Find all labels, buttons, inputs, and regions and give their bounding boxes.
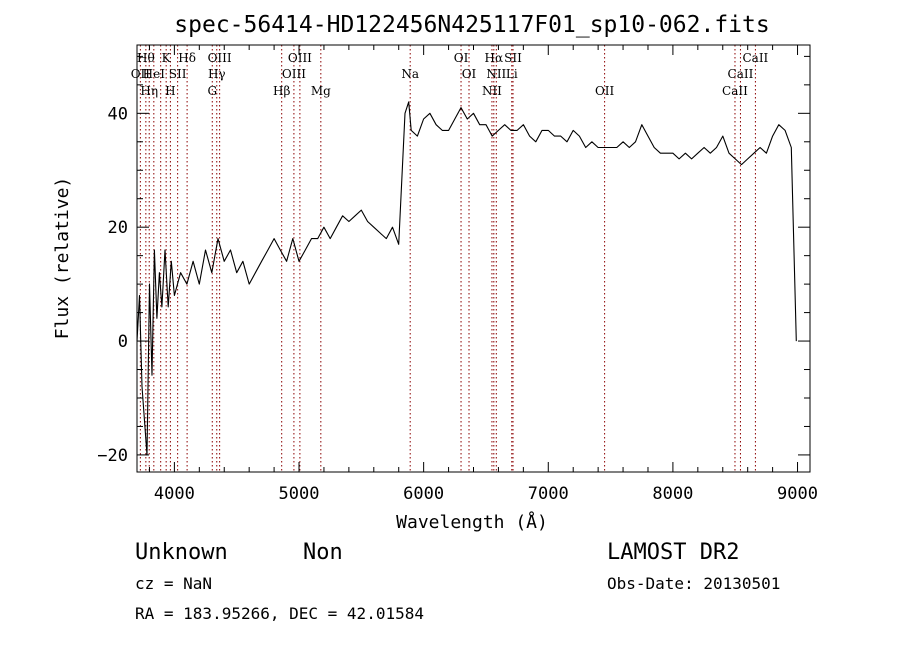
line-marker-label-7: SII [169,67,187,81]
line-marker-label-5: K [162,51,172,65]
y-tick-label-40: 40 [108,104,128,124]
y-tick-label--20: −20 [97,446,128,466]
line-marker-label-15: Mg [311,84,331,98]
x-axis-label: Wavelength (Å) [396,511,548,533]
line-marker-label-2: Hη [140,84,158,98]
line-marker-label-24: OII [595,84,615,98]
y-tick-label-0: 0 [118,332,128,352]
survey-name: LAMOST DR2 [607,540,739,565]
line-marker-label-6: H [165,84,175,98]
x-tick-label-9000: 9000 [777,484,818,504]
plot-frame [136,44,811,473]
x-tick-label-8000: 8000 [652,484,693,504]
line-marker-label-13: OIII [282,67,306,81]
observation-date: Obs-Date: 20130501 [607,574,780,593]
line-marker-label-25: CaII [722,84,748,98]
line-marker-label-21: NII [486,67,506,81]
x-tick-label-6000: 6000 [403,484,444,504]
line-marker-labels: OII Hθ Hη HeI K H SII Hδ G Hγ OIII Hβ OIII OIII Mg Na OI… [131,51,769,98]
object-subclass: Non [303,540,343,565]
line-marker-label-22: Li [506,67,518,81]
line-marker-label-3: HeI [143,67,166,81]
line-marker-label-16: Na [401,67,419,81]
x-tick-label-5000: 5000 [279,484,320,504]
x-tick-label-7000: 7000 [528,484,569,504]
object-class: Unknown [135,540,228,565]
y-tick-label-20: 20 [108,218,128,238]
line-marker-label-1: Hθ [137,51,155,65]
y-axis-ticks: −20 0 20 40 [97,55,810,466]
line-marker-label-17: OI [454,51,469,65]
line-marker-label-26: CaII [728,67,754,81]
x-tick-label-4000: 4000 [154,484,195,504]
line-marker-label-9: G [207,84,217,98]
chart-title: spec-56414-HD122456N425117F01_sp10-062.f… [174,12,769,38]
line-marker-label-23: SII [504,51,522,65]
line-marker-label-18: OI [462,67,477,81]
redshift-readout: cz = NaN [135,574,212,593]
line-marker-label-12: Hβ [273,84,290,98]
line-marker-label-0: OII [131,67,151,81]
y-axis-label: Flux (relative) [52,177,73,340]
line-marker-label-27: CaII [742,51,768,65]
line-marker-label-11: OIII [208,51,232,65]
coordinates-readout: RA = 183.95266, DEC = 42.01584 [135,604,424,623]
spectrum-line [136,101,797,456]
line-marker-label-20: Hα [485,51,504,65]
line-marker-label-8: Hδ [178,51,196,65]
line-marker-label-10: Hγ [208,67,226,81]
line-marker-label-14: OIII [288,51,312,65]
line-marker-label-19: NII [482,84,502,98]
x-axis-ticks: 4000 5000 6000 7000 8000 9000 [148,45,818,504]
